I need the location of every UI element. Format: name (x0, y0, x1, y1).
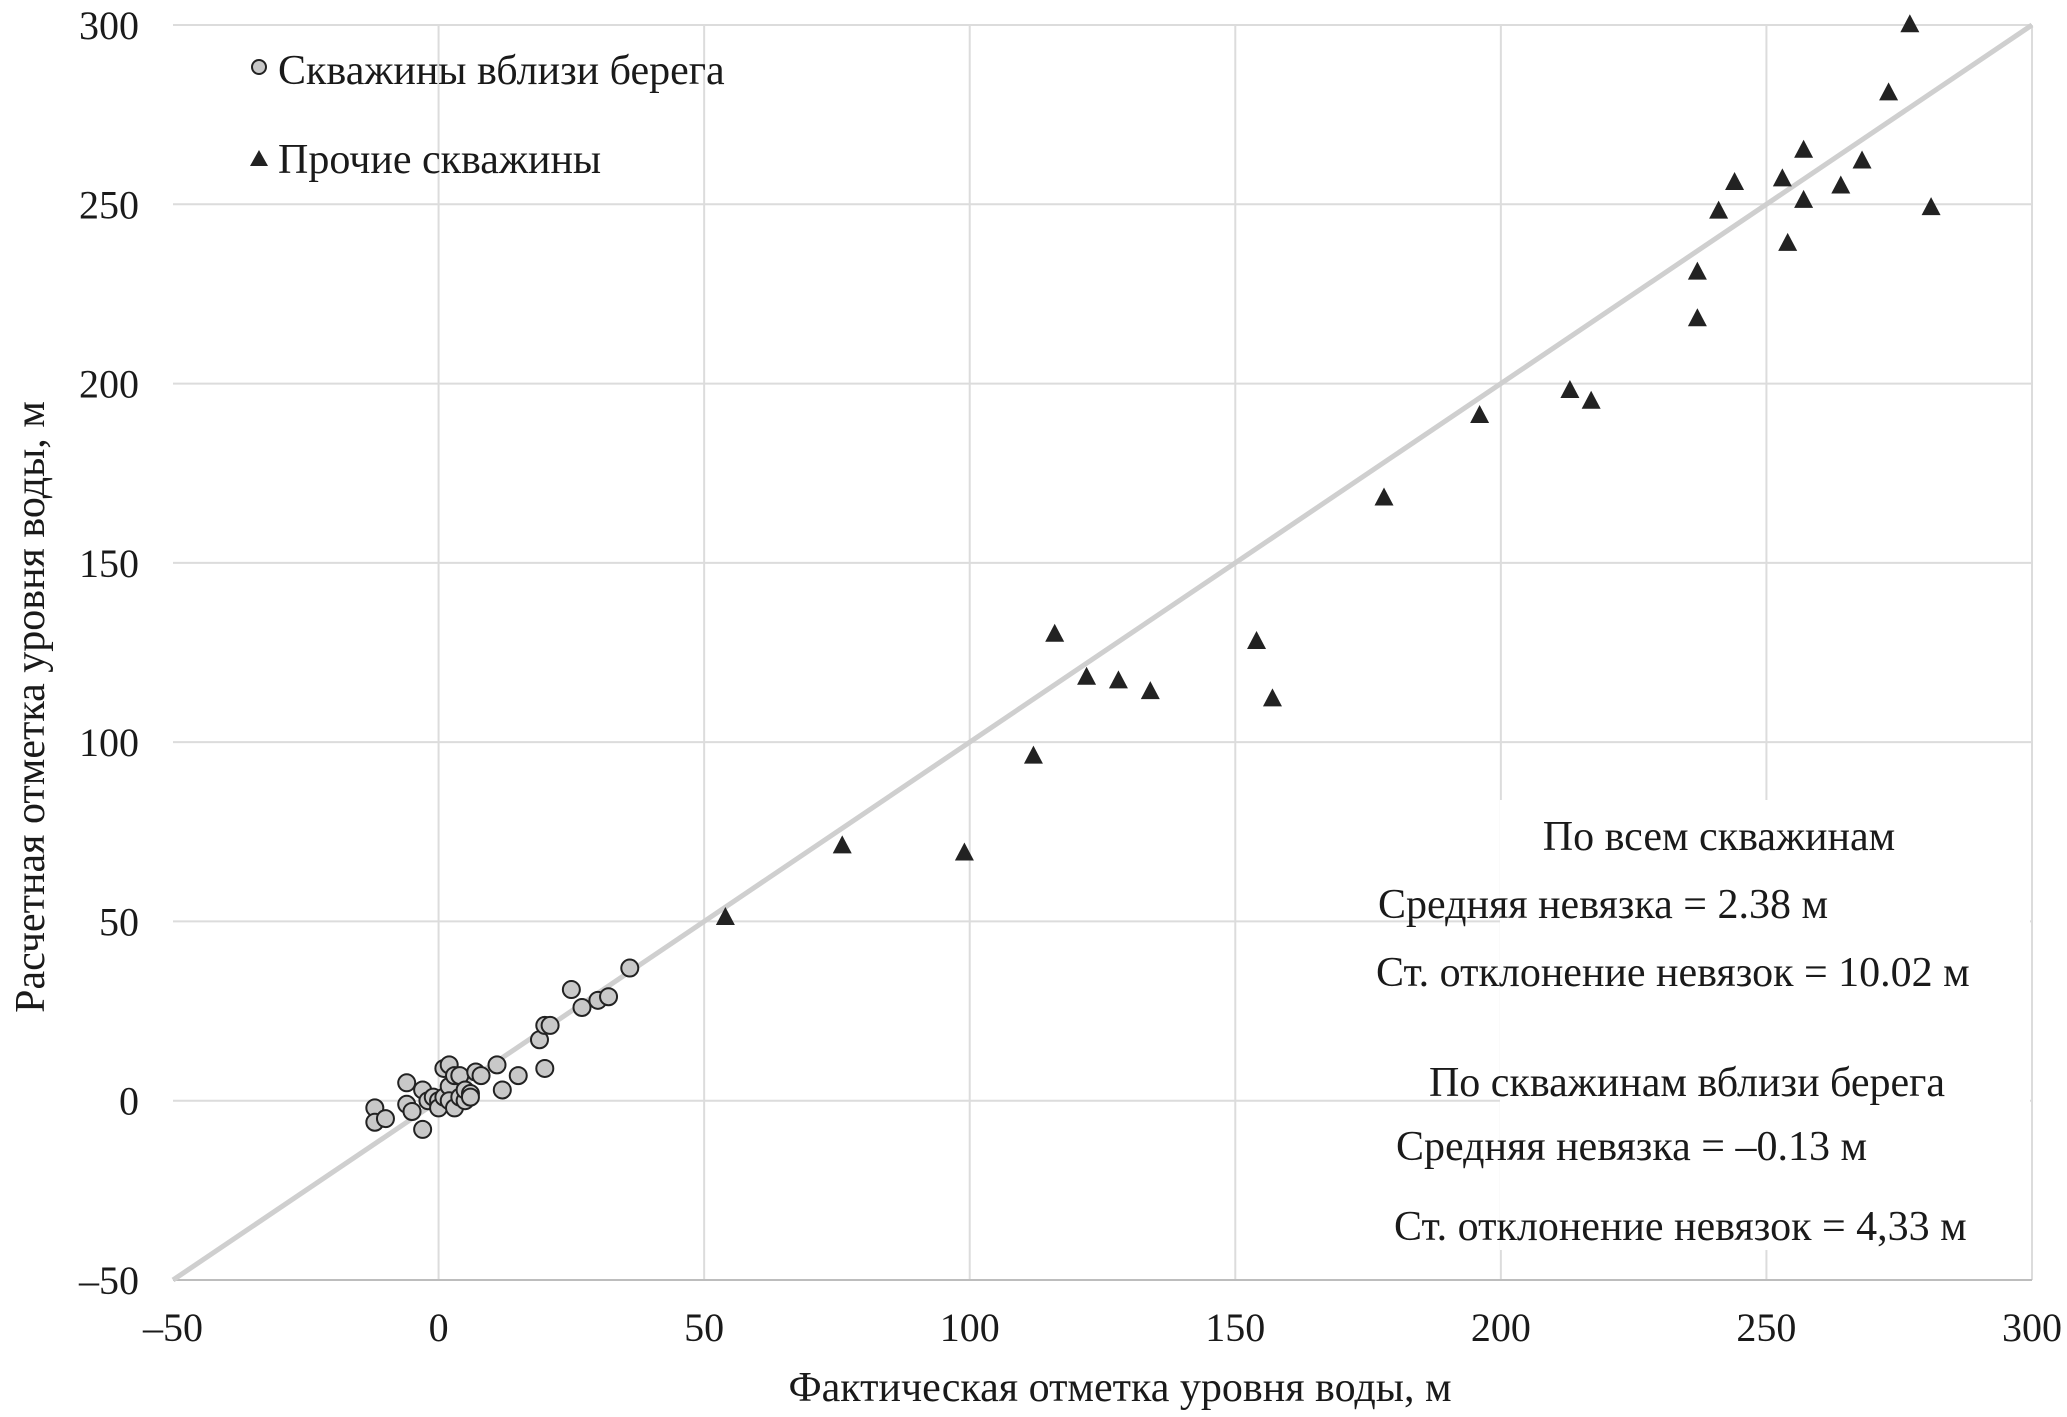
data-point-near-shore (487, 1055, 507, 1075)
data-point-near-shore (540, 1015, 560, 1035)
y-tick-label: 100 (79, 720, 139, 765)
y-tick-label: –50 (78, 1258, 139, 1303)
stats-near-mean: Средняя невязка = –0.13 м (1396, 1124, 1867, 1170)
data-point-other (1794, 139, 1814, 158)
data-point-other (1687, 261, 1707, 280)
y-tick-label: 0 (119, 1079, 139, 1124)
data-point-other (1140, 681, 1160, 700)
data-point-other (1374, 487, 1394, 506)
data-point-near-shore (620, 958, 640, 978)
x-tick-label: 200 (1471, 1305, 1531, 1350)
data-point-near-shore (599, 987, 619, 1007)
data-point-other (1709, 200, 1729, 219)
data-point-other (1023, 745, 1043, 764)
stats-all-title: По всем скважинам (1543, 814, 1895, 860)
data-point-other (1262, 688, 1282, 707)
data-point-other (1077, 666, 1097, 685)
data-point-near-shore (413, 1119, 433, 1139)
x-tick-labels: –50 0 50 100 150 200 250 300 (142, 1305, 2062, 1350)
data-point-other (1879, 82, 1899, 101)
y-tick-label: 50 (99, 899, 139, 944)
data-point-other (1794, 189, 1814, 208)
y-tick-label: 250 (79, 182, 139, 227)
statistics-annotation: По всем скважинам Средняя невязка = 2.38… (1376, 814, 1970, 1250)
data-point-near-shore (508, 1066, 528, 1086)
data-point-other (1772, 168, 1792, 187)
data-point-other (1687, 308, 1707, 327)
y-tick-label: 150 (79, 541, 139, 586)
annotation-background (1500, 800, 2030, 1250)
x-tick-label: 50 (684, 1305, 724, 1350)
x-tick-label: 100 (940, 1305, 1000, 1350)
legend-circle-marker (251, 59, 267, 75)
data-point-other (1560, 379, 1580, 398)
stats-all-mean: Средняя невязка = 2.38 м (1378, 882, 1828, 928)
data-point-near-shore (492, 1080, 512, 1100)
y-tick-labels: –50 0 50 100 150 200 250 300 (78, 3, 139, 1303)
data-point-other (1921, 197, 1941, 216)
legend-label-other: Прочие скважины (278, 137, 601, 183)
data-point-other (715, 907, 735, 926)
data-point-other (1108, 670, 1128, 689)
data-point-other (1470, 405, 1490, 424)
data-point-other (954, 842, 974, 861)
legend-label-near-shore: Скважины вблизи берега (278, 48, 725, 94)
data-point-near-shore (471, 1066, 491, 1086)
data-point-near-shore (397, 1073, 417, 1093)
data-point-other (1045, 623, 1065, 642)
data-point-other (1778, 232, 1798, 251)
data-point-near-shore (535, 1058, 555, 1078)
x-axis-title: Фактическая отметка уровня воды, м (788, 1365, 1451, 1411)
data-point-near-shore (402, 1101, 422, 1121)
data-point-other (1852, 150, 1872, 169)
y-axis-title: Расчетная отметка уровня воды, м (8, 401, 54, 1013)
data-point-other (1900, 14, 1920, 33)
data-point-other (832, 835, 852, 854)
data-point-other (1247, 630, 1267, 649)
x-tick-label: 150 (1205, 1305, 1265, 1350)
y-tick-label: 200 (79, 362, 139, 407)
grid-lines (173, 24, 2033, 1280)
data-point-other (1831, 175, 1851, 194)
data-point-near-shore (460, 1087, 480, 1107)
stats-near-title: По скважинам вблизи берега (1429, 1060, 1945, 1106)
data-points (365, 14, 1941, 1139)
data-point-near-shore (375, 1109, 395, 1129)
x-tick-label: –50 (142, 1305, 203, 1350)
y-tick-label: 300 (79, 3, 139, 48)
stats-near-std: Ст. отклонение невязок = 4,33 м (1394, 1204, 1967, 1250)
legend-triangle-marker (250, 150, 268, 166)
x-tick-label: 0 (429, 1305, 449, 1350)
x-tick-label: 300 (2002, 1305, 2062, 1350)
legend: Скважины вблизи берега Прочие скважины (250, 48, 725, 183)
data-point-near-shore (572, 997, 592, 1017)
data-point-other (1725, 171, 1745, 190)
data-point-other (1581, 390, 1601, 409)
stats-all-std: Ст. отклонение невязок = 10.02 м (1376, 950, 1970, 996)
data-point-near-shore (561, 980, 581, 1000)
x-tick-label: 250 (1736, 1305, 1796, 1350)
